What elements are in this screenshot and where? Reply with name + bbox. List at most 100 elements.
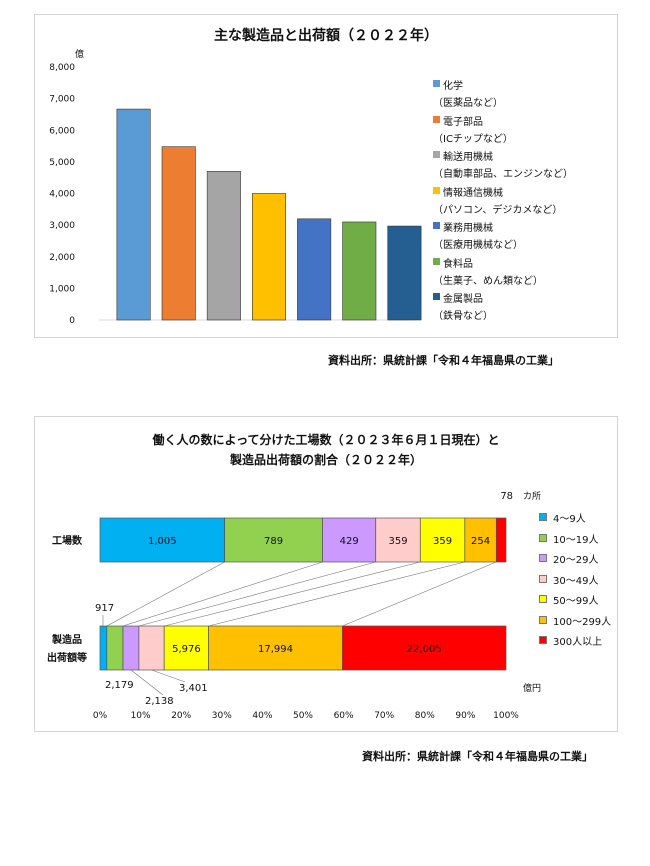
legend-swatch bbox=[433, 80, 440, 87]
data-label: 917 bbox=[95, 603, 114, 614]
legend-sublabel: （パソコン、デジカメなど） bbox=[433, 204, 563, 216]
leader-line bbox=[130, 669, 164, 696]
legend-swatch bbox=[433, 257, 440, 265]
data-label: 2,138 bbox=[145, 696, 174, 707]
connector-line bbox=[106, 561, 225, 627]
bar-4 bbox=[251, 193, 287, 321]
legend-label: 100～299人 bbox=[553, 616, 612, 628]
legend-label: 4～9人 bbox=[553, 514, 586, 525]
legend-label: 化学 bbox=[443, 81, 463, 92]
source-note-2: 資料出所：県統計課「令和４年福島県の工業」 bbox=[362, 750, 593, 763]
y-tick-label: 8,000 bbox=[49, 63, 75, 73]
legend-label: 20～29人 bbox=[553, 555, 599, 566]
data-label-bg bbox=[166, 640, 207, 656]
legend-swatch bbox=[539, 533, 547, 542]
data-label: 2,179 bbox=[105, 680, 134, 691]
data-label: 78 bbox=[500, 491, 513, 502]
legend-label: 金属製品 bbox=[443, 294, 483, 305]
legend-swatch bbox=[539, 574, 547, 583]
legend-swatch bbox=[539, 636, 547, 644]
y-tick-label: 1,000 bbox=[49, 284, 75, 294]
legend-label: 情報通信機械 bbox=[443, 187, 503, 199]
legend-label: 50～99人 bbox=[553, 596, 599, 607]
data-label-bg bbox=[466, 532, 495, 548]
y-tick-label: 3,000 bbox=[49, 221, 75, 231]
connector-line bbox=[208, 561, 465, 627]
y-tick-label: 5,000 bbox=[49, 158, 75, 168]
unit-label: 億円 bbox=[523, 682, 541, 694]
legend-swatch bbox=[433, 115, 440, 123]
legend-label: 輸送用機械 bbox=[443, 152, 493, 163]
legend-swatch bbox=[433, 151, 440, 158]
chart-panel-products: 主な製造品と出荷額（２０２２年） 億 0 1,000 2,000 3,000 4,000… bbox=[34, 14, 618, 338]
data-label: 22,005 bbox=[407, 644, 442, 655]
x-tick-label: 0% bbox=[93, 711, 108, 721]
x-tick-label: 70% bbox=[374, 711, 394, 721]
segment-shipments-3 bbox=[122, 625, 140, 671]
legend-sublabel: （ICチップなど） bbox=[433, 133, 513, 145]
y-tick-label: 4,000 bbox=[49, 190, 75, 200]
x-tick-label: 60% bbox=[334, 711, 354, 721]
legend-swatch bbox=[433, 186, 440, 194]
data-label: 254 bbox=[471, 536, 490, 547]
data-label: 3,401 bbox=[179, 683, 208, 694]
category-label: 出荷額等 bbox=[47, 651, 87, 664]
data-label: 429 bbox=[340, 536, 359, 547]
data-label: 359 bbox=[433, 536, 452, 547]
category-label: 製造品 bbox=[51, 633, 82, 646]
y-tick-label: 6,000 bbox=[49, 126, 75, 136]
legend-label: 電子部品 bbox=[443, 116, 483, 128]
legend-sublabel: （生菓子、めん類など） bbox=[433, 275, 543, 287]
legend-swatch bbox=[539, 595, 547, 603]
legend-swatch bbox=[433, 222, 440, 229]
data-label: 17,994 bbox=[258, 644, 293, 655]
legend-swatch bbox=[539, 554, 547, 562]
category-label: 工場数 bbox=[52, 534, 83, 547]
bar-3 bbox=[206, 171, 241, 321]
data-label-bg bbox=[260, 532, 288, 548]
bar-6 bbox=[342, 221, 377, 321]
data-label: 1,005 bbox=[148, 536, 177, 547]
y-tick-label: 0 bbox=[69, 316, 75, 326]
connector-line bbox=[122, 561, 323, 627]
x-tick-label: 30% bbox=[212, 711, 232, 721]
y-tick-label: 2,000 bbox=[49, 253, 75, 263]
legend-sublabel: （鉄骨など） bbox=[433, 311, 493, 322]
segment-shipments-4 bbox=[138, 625, 165, 671]
legend-sublabel: （医薬品など） bbox=[433, 98, 503, 109]
legend-swatch bbox=[539, 513, 547, 521]
data-label-bg bbox=[252, 640, 299, 656]
connector-line bbox=[342, 561, 497, 627]
legend-sublabel: （自動車部品、エンジンなど） bbox=[433, 169, 573, 180]
x-tick-label: 40% bbox=[252, 711, 272, 721]
connector-line bbox=[138, 561, 376, 627]
x-tick-label: 20% bbox=[171, 711, 191, 721]
legend-label: 10～19人 bbox=[553, 534, 599, 546]
segment-shipments-2 bbox=[106, 625, 124, 671]
data-label-bg bbox=[384, 532, 412, 548]
leader-line bbox=[151, 669, 186, 683]
legend-swatch bbox=[539, 615, 547, 624]
data-label-bg bbox=[142, 532, 183, 548]
x-tick-label: 80% bbox=[415, 711, 435, 721]
chart-title: 主な製造品と出荷額（２０２２年） bbox=[214, 28, 438, 44]
unit-label: カ所 bbox=[523, 491, 541, 502]
segment-shipments-1 bbox=[99, 625, 108, 671]
data-label: 359 bbox=[388, 536, 407, 547]
data-label-bg bbox=[401, 640, 448, 656]
legend-swatch bbox=[433, 293, 440, 300]
bar-1 bbox=[116, 108, 151, 321]
stacked-bar-plot: 1,005 789 429 359 359 254 5,976 17,994 22,005 78 9… bbox=[47, 491, 541, 721]
legend-sublabel: （医療用機械など） bbox=[433, 240, 523, 251]
legend-label: 業務用機械 bbox=[443, 223, 493, 234]
data-label-bg bbox=[335, 532, 363, 548]
chart-panel-factories: 働く人の数によって分けた工場数（２０２３年６月１日現在）と 製造品出荷額の割合（… bbox=[34, 416, 618, 732]
bar-chart-plot: 0 1,000 2,000 3,000 4,000 5,000 6,000 7,000 8,00… bbox=[49, 63, 422, 326]
chart-title-line2: 製造品出荷額の割合（２０２２年） bbox=[229, 453, 422, 467]
x-tick-label: 10% bbox=[131, 711, 151, 721]
x-tick-label: 100% bbox=[493, 711, 519, 721]
source-note-1: 資料出所：県統計課「令和４年福島県の工業」 bbox=[328, 354, 559, 367]
x-tick-label: 90% bbox=[455, 711, 475, 721]
y-axis-unit: 億 bbox=[75, 50, 85, 60]
legend-label: 食料品 bbox=[443, 258, 473, 270]
